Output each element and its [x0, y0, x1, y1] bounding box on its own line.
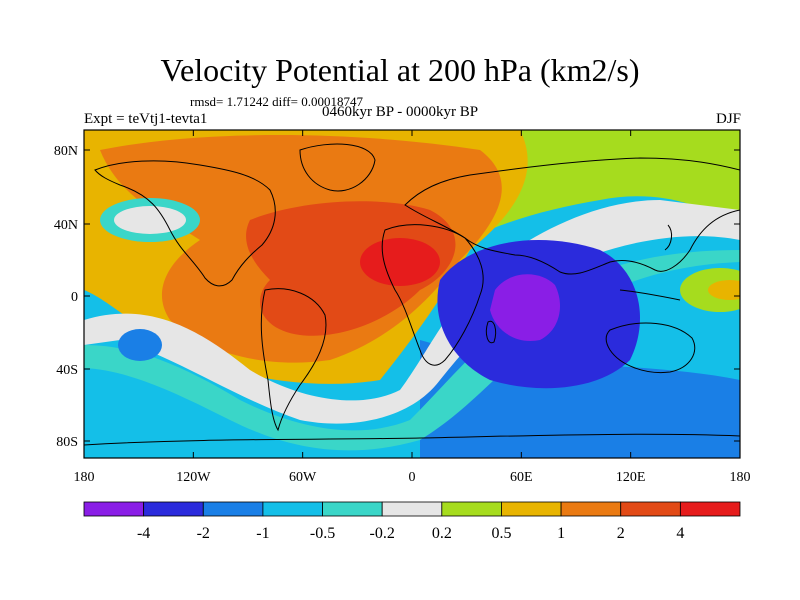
colorbar-swatch: [202, 501, 264, 517]
longitude-axis: 180 120W 60W 0 60E 120E 180: [74, 130, 751, 485]
colorbar-label: -4: [137, 525, 150, 542]
contour-above-4: [360, 238, 440, 286]
colorbar-label: -0.2: [370, 525, 395, 542]
colorbar-label: 0.5: [491, 525, 511, 542]
lon-tick-label: 120W: [176, 470, 211, 485]
lon-tick-label: 120E: [616, 470, 646, 485]
lat-tick-label: 40N: [54, 218, 78, 233]
contour-near-zero-north-pacific: [114, 206, 186, 234]
colorbar-swatch: [143, 501, 204, 517]
lon-tick-label: 180: [74, 470, 95, 485]
colorbar-swatch: [322, 501, 383, 517]
lon-tick-label: 180: [730, 470, 751, 485]
lon-tick-label: 60W: [289, 470, 317, 485]
colorbar-label: -1: [256, 525, 269, 542]
contour-2-to-4: [246, 201, 456, 336]
contour-field: [84, 130, 740, 458]
contour-west-pacific-core: [708, 280, 740, 300]
lat-tick-label: 80N: [54, 144, 78, 159]
period-label: 0460kyr BP - 0000kyr BP: [322, 104, 479, 120]
colorbar-swatch: [560, 501, 622, 517]
experiment-label: Expt = teVtj1-tevta1: [84, 111, 208, 127]
contour-below-minus-4: [490, 274, 560, 341]
colorbar-label: 4: [676, 525, 684, 542]
colorbar-label: -0.5: [310, 525, 335, 542]
colorbar-swatch: [501, 501, 562, 517]
latitude-axis: 80N 40N 0 40S 80S: [54, 144, 740, 450]
colorbar-label: 0.2: [432, 525, 452, 542]
colorbar-swatch: [679, 501, 741, 517]
lon-tick-label: 0: [409, 470, 416, 485]
colorbar-label: 2: [617, 525, 625, 542]
colorbar-swatch: [83, 501, 145, 517]
colorbar-label: -2: [197, 525, 210, 542]
colorbar-swatch: [441, 501, 502, 517]
lon-tick-label: 60E: [510, 470, 533, 485]
colorbar-swatch: [381, 501, 443, 517]
coastlines: [84, 143, 740, 446]
colorbar-swatch: [262, 501, 323, 517]
colorbar-label: 1: [557, 525, 565, 542]
colorbar-swatch: [620, 501, 681, 517]
season-label: DJF: [715, 111, 741, 127]
lat-tick-label: 0: [71, 290, 78, 305]
stats-label: rmsd= 1.71242 diff= 0.00018747: [190, 94, 363, 109]
map-title: Velocity Potential at 200 hPa (km2/s): [160, 52, 640, 88]
contour-south-pacific-blob: [118, 329, 162, 361]
lat-tick-label: 80S: [56, 435, 78, 450]
lat-tick-label: 40S: [56, 363, 78, 378]
colorbar: -4 -2 -1 -0.5 -0.2 0.2 0.5 1 2 4: [83, 501, 741, 542]
